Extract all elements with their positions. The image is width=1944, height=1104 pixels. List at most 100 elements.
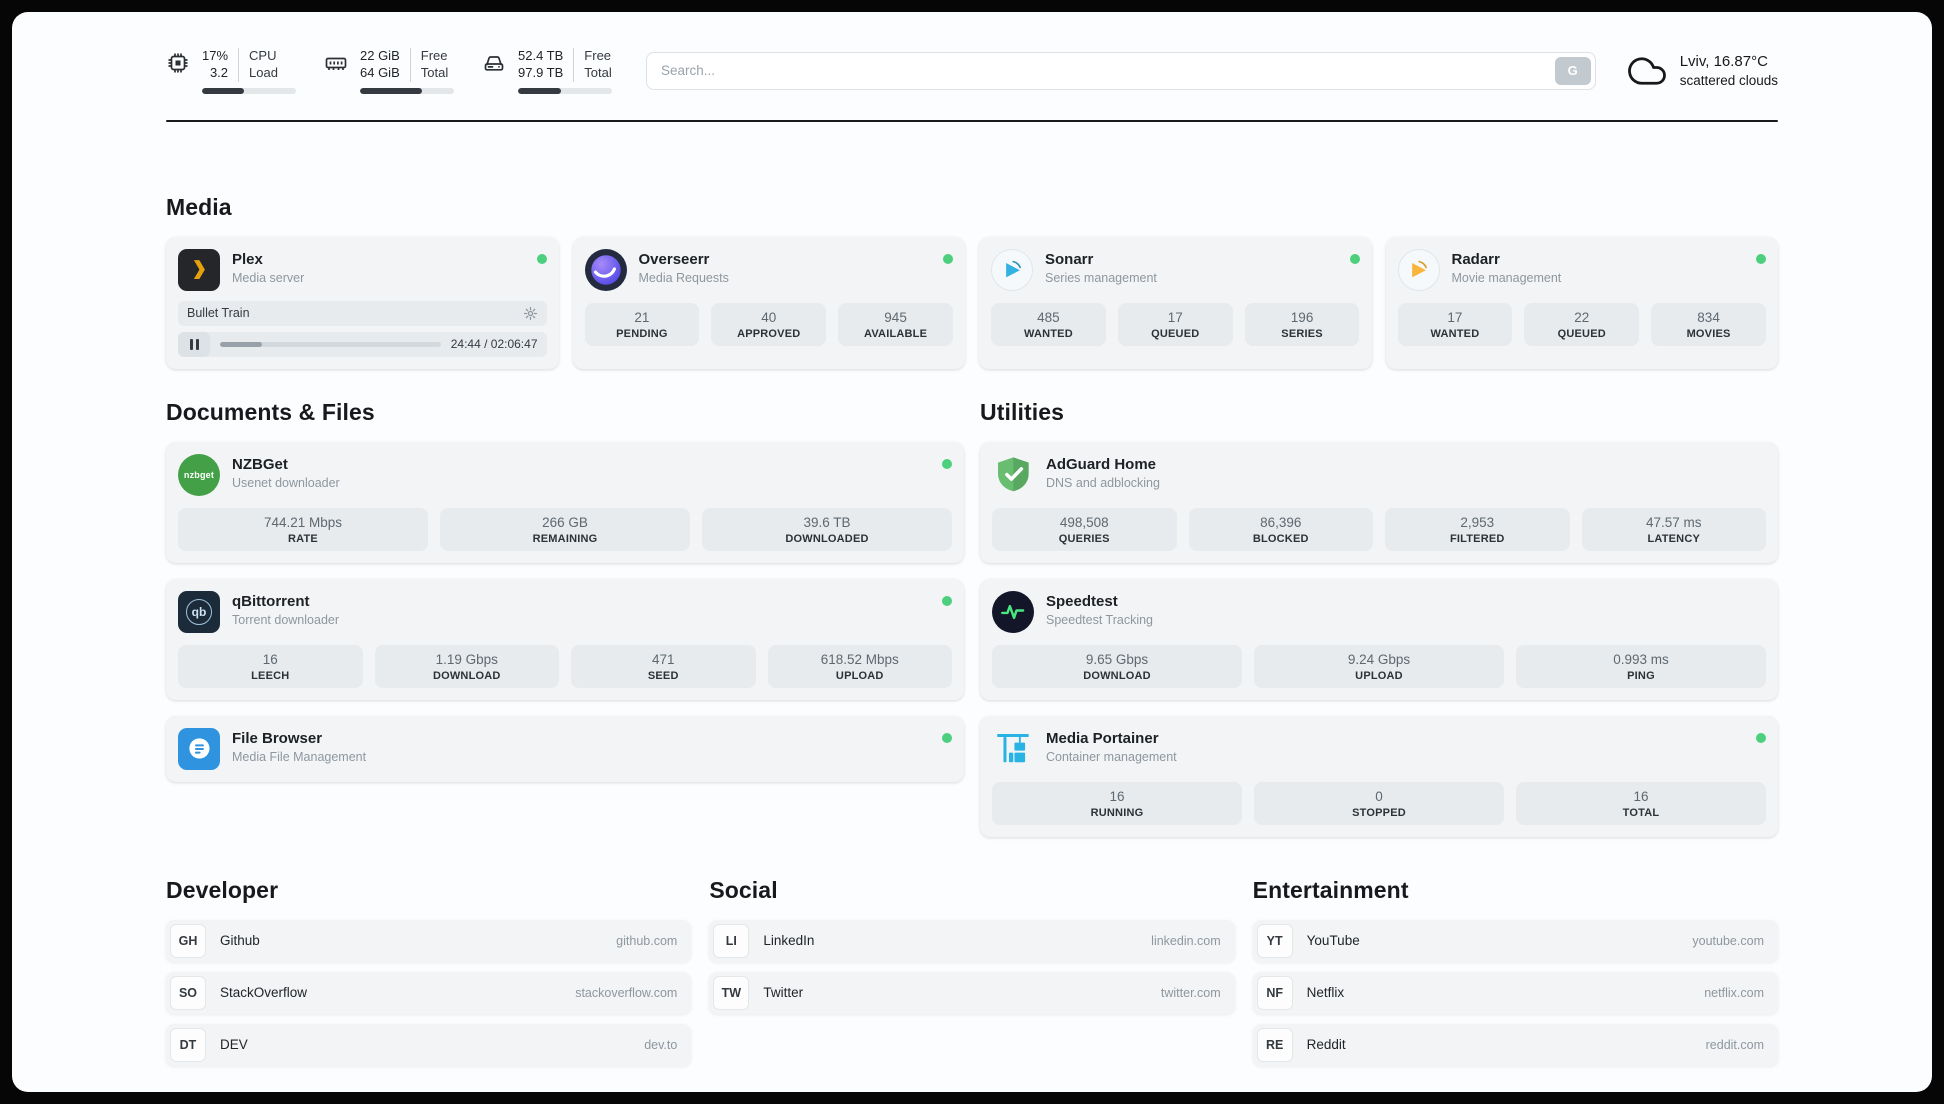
app-card-qbittorrent[interactable]: qb qBittorrent Torrent downloader 16 LEEC… [166, 578, 964, 700]
media-grid: Plex Media server Bullet Train [166, 236, 1778, 369]
bookmark-youtube[interactable]: YT YouTube youtube.com [1252, 919, 1778, 962]
app-header: Speedtest Speedtest Tracking [992, 590, 1766, 633]
stat-value: 498,508 [1059, 514, 1109, 530]
ram-free-value: 22 GiB [360, 48, 400, 63]
section-title-media: Media [166, 193, 232, 220]
stat-value: 485 [1037, 309, 1060, 325]
stat-remaining: 266 GB REMAINING [440, 507, 690, 551]
seek-bar[interactable] [220, 341, 441, 347]
app-subtitle: Media Requests [638, 270, 729, 285]
bookmark-url: twitter.com [1160, 985, 1221, 1000]
bookmark-dev[interactable]: DT DEV dev.to [166, 1023, 692, 1066]
bookmark-linkedin[interactable]: LI LinkedIn linkedin.com [709, 919, 1235, 962]
search-engine-button[interactable]: G [1554, 56, 1591, 85]
stat-label: DOWNLOADED [785, 532, 869, 545]
stat-value: 17 [1447, 309, 1463, 325]
ram-free-label: Free [420, 48, 448, 63]
stat-wanted: 485 WANTED [991, 302, 1106, 346]
stat-label: MOVIES [1686, 327, 1731, 340]
overseerr-icon [584, 248, 627, 291]
stat-queued: 17 QUEUED [1117, 302, 1233, 346]
app-card-plex[interactable]: Plex Media server Bullet Train [166, 236, 559, 369]
bookmark-list: LI LinkedIn linkedin.com TW Twitter twitter.c… [709, 919, 1235, 1014]
app-name: Media Portainer [1046, 729, 1159, 747]
filebrowser-icon [178, 727, 220, 770]
bookmark-abbr: YT [1256, 923, 1293, 958]
stat-value: 9.24 Gbps [1347, 651, 1411, 667]
stat-label: PING [1627, 669, 1655, 682]
bookmark-url: dev.to [644, 1037, 678, 1052]
stat-value: 17 [1167, 309, 1183, 325]
section-title-documents: Documents & Files [166, 398, 375, 425]
stat-wanted: 17 WANTED [1397, 302, 1513, 346]
stat-stopped: 0 STOPPED [1254, 781, 1504, 825]
section-title-developer: Developer [166, 876, 279, 903]
stat-value: 21 [634, 309, 650, 325]
bookmark-github[interactable]: GH Github github.com [166, 919, 692, 962]
bookmark-group-social: Social LI LinkedIn linkedin.com TW Twitter tw… [709, 877, 1235, 1066]
cpu-widget: 17% 3.2 CPU Load [166, 48, 296, 94]
stat-label: WANTED [1430, 327, 1480, 340]
stats-row: 21 PENDING 40 APPROVED 945 AVAILABLE [584, 302, 954, 346]
bookmark-url: stackoverflow.com [575, 985, 678, 1000]
qbittorrent-icon-text: qb [186, 598, 212, 625]
app-subtitle: Series management [1045, 270, 1157, 285]
dashboard-container: 17% 3.2 CPU Load [166, 12, 1778, 1066]
stat-value: 39.6 TB [803, 514, 851, 530]
app-subtitle: Torrent downloader [232, 612, 340, 627]
app-card-radarr[interactable]: Radarr Movie management 17 WANTED 22 QUEUED… [1385, 236, 1778, 369]
status-online-dot [536, 253, 547, 264]
app-card-portainer[interactable]: Media Portainer Container management 16 R… [980, 715, 1778, 837]
app-card-nzbget[interactable]: nzbget NZBGet Usenet downloader 744.21 M… [166, 441, 964, 563]
stat-label: REMAINING [532, 532, 598, 545]
stat-value: 16 [262, 651, 278, 667]
search-input[interactable] [646, 51, 1596, 90]
stat-label: LEECH [251, 669, 290, 682]
pause-button[interactable] [178, 331, 210, 357]
bookmark-name: Netflix [1306, 985, 1345, 1001]
disk-usage-fill [518, 87, 562, 94]
app-card-sonarr[interactable]: Sonarr Series management 485 WANTED 17 QUEU… [979, 236, 1372, 369]
stat-label: STOPPED [1352, 806, 1406, 819]
app-card-overseerr[interactable]: Overseerr Media Requests 21 PENDING 40 APPR… [572, 236, 965, 369]
app-name: Sonarr [1045, 250, 1094, 268]
stat-value: 834 [1697, 309, 1720, 325]
now-playing-bar: Bullet Train [178, 300, 547, 326]
app-card-filebrowser[interactable]: File Browser Media File Management [166, 715, 964, 782]
weather-text: Lviv, 16.87°C scattered clouds [1680, 53, 1778, 88]
bookmark-stackoverflow[interactable]: SO StackOverflow stackoverflow.com [166, 971, 692, 1014]
app-card-speedtest[interactable]: Speedtest Speedtest Tracking 9.65 Gbps DO… [980, 578, 1778, 700]
app-name: Plex [232, 250, 263, 268]
sonarr-icon [991, 248, 1033, 291]
stat-value: 1.19 Gbps [435, 651, 498, 667]
app-header: Overseerr Media Requests [584, 248, 953, 291]
stats-row: 9.65 Gbps DOWNLOAD 9.24 Gbps UPLOAD 0.993 ms… [992, 644, 1766, 688]
bookmark-twitter[interactable]: TW Twitter twitter.com [709, 971, 1235, 1014]
settings-gear-icon[interactable] [523, 306, 538, 321]
stat-value: 16 [1633, 788, 1649, 804]
bookmark-url: netflix.com [1704, 985, 1764, 1000]
stat-series: 196 SERIES [1244, 302, 1360, 346]
bookmarks-section: Developer GH Github github.com SO StackOverf… [166, 877, 1778, 1066]
qbittorrent-icon: qb [178, 590, 220, 633]
app-header: AdGuard Home DNS and adblocking [992, 454, 1766, 496]
app-header: Media Portainer Container management [992, 728, 1766, 770]
disk-total-label: Total [584, 64, 612, 80]
stat-value: 47.57 ms [1645, 514, 1702, 530]
bookmark-group-developer: Developer GH Github github.com SO StackOverf… [166, 876, 692, 1066]
bookmark-reddit[interactable]: RE Reddit reddit.com [1252, 1023, 1778, 1066]
ram-total-value: 64 GiB [360, 64, 400, 80]
app-card-adguard[interactable]: AdGuard Home DNS and adblocking 498,508 Q… [980, 441, 1778, 563]
bookmark-list: YT YouTube youtube.com NF Netflix netflix.com… [1252, 919, 1778, 1066]
disk-total-value: 97.9 TB [518, 64, 564, 80]
bookmark-netflix[interactable]: NF Netflix netflix.com [1252, 971, 1778, 1014]
bookmark-abbr: TW [713, 975, 750, 1010]
ram-usage-fill [360, 87, 423, 94]
stat-available: 945 AVAILABLE [838, 302, 953, 346]
weather-widget: Lviv, 16.87°C scattered clouds [1626, 50, 1778, 92]
stat-label: BLOCKED [1252, 532, 1309, 545]
app-name: Overseerr [638, 250, 710, 268]
stat-label: APPROVED [737, 327, 801, 340]
bookmark-abbr: SO [170, 975, 206, 1010]
bookmark-url: reddit.com [1705, 1037, 1764, 1052]
